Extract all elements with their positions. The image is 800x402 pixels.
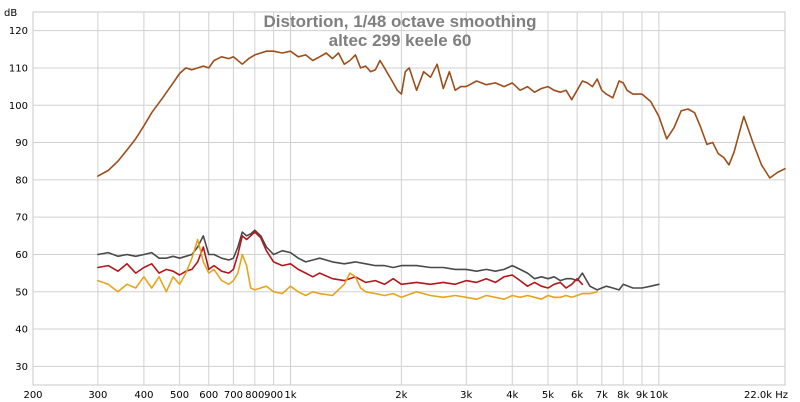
x-tick-label-2: 400 [134, 390, 153, 401]
y-axis-unit: dB [4, 8, 17, 19]
x-tick-label-14: 7k [596, 390, 608, 401]
y-tick-label-6: 90 [15, 138, 28, 149]
y-tick-label-1: 40 [15, 325, 28, 336]
series-layer [97, 50, 786, 301]
x-tick-label-11: 4k [506, 390, 518, 401]
x-tick-label-17: 10k [650, 390, 669, 401]
x-tick-label-0: 200 [23, 390, 42, 401]
x-tick-label-9: 2k [395, 390, 407, 401]
x-tick-label-10: 3k [460, 390, 472, 401]
x-tick-label-5: 700 [224, 390, 243, 401]
y-tick-label-2: 50 [15, 287, 28, 298]
x-tick-label-16: 9k [636, 390, 648, 401]
x-tick-label-15: 8k [617, 390, 629, 401]
y-tick-label-9: 120 [9, 26, 28, 37]
y-tick-label-4: 70 [15, 213, 28, 224]
y-gridlines [33, 30, 785, 367]
x-tick-label-8: 1k [284, 390, 296, 401]
x-tick-label-6: 800 [245, 390, 264, 401]
y-tick-label-5: 80 [15, 175, 28, 186]
x-tick-label-18: 22.0k Hz [744, 390, 788, 401]
x-tick-label-1: 300 [88, 390, 107, 401]
y-tick-label-3: 60 [15, 250, 28, 261]
x-tick-label-4: 600 [199, 390, 218, 401]
x-tick-label-12: 5k [542, 390, 554, 401]
y-tick-label-0: 30 [15, 362, 28, 373]
x-tick-label-3: 500 [170, 390, 189, 401]
series-line-3 [97, 238, 599, 301]
series-line-0 [97, 50, 786, 179]
plot-area [32, 11, 786, 386]
chart-subtitle: altec 299 keele 60 [329, 31, 472, 50]
y-tick-label-8: 110 [9, 63, 28, 74]
y-tick-label-7: 100 [9, 101, 28, 112]
x-tick-labels: 200 300 400 500 600 700 800 900 1k 2k 3k 4k 5k 6k 7k 8k… [23, 390, 788, 401]
x-gridlines [97, 12, 660, 385]
x-tick-label-7: 900 [264, 390, 283, 401]
series-line-2 [97, 231, 584, 289]
y-tick-labels: 30 40 50 60 70 80 90 100 110 120 [9, 26, 28, 373]
x-tick-label-13: 6k [571, 390, 583, 401]
chart-title: Distortion, 1/48 octave smoothing [264, 12, 537, 31]
